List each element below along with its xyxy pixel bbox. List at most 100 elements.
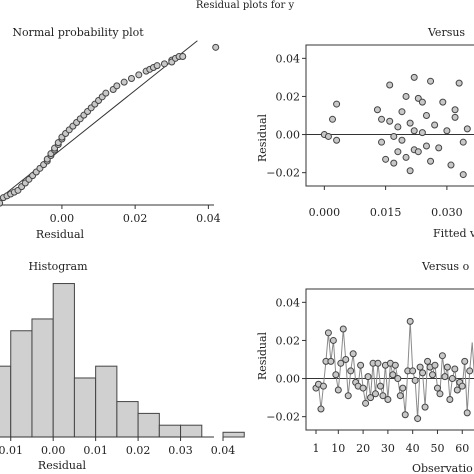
versus-order-point: [461, 357, 469, 365]
normal-point: [127, 75, 135, 82]
versus-fits-point: [459, 138, 467, 146]
versus-order-point: [332, 371, 340, 379]
versus-order-point: [327, 357, 335, 365]
versus-order-xlabel: Observatio: [412, 462, 473, 474]
versus-fits-point: [333, 100, 341, 108]
versus-order-point: [334, 386, 342, 394]
versus-order-point: [357, 361, 365, 369]
versus-order-point: [337, 359, 345, 367]
normal-x-tick-label: 0.04: [196, 212, 221, 225]
versus-order-point: [441, 373, 449, 381]
versus-fits-title: Versus: [427, 26, 465, 39]
versus-order-point: [401, 411, 409, 419]
versus-fits-point: [418, 129, 426, 137]
versus-order-y-tick-label: −0.02: [266, 411, 300, 424]
versus-fits-point: [378, 138, 386, 146]
versus-fits-frame: [305, 44, 474, 187]
versus-fits-point: [329, 115, 337, 123]
versus-fits-point: [390, 159, 398, 167]
versus-fits-point: [402, 92, 410, 100]
versus-order-point: [431, 361, 439, 369]
versus-order-point: [391, 361, 399, 369]
histogram-bar: [95, 365, 118, 438]
histogram-bar: [31, 318, 54, 438]
versus-order-ylabel: Residual: [256, 331, 269, 380]
versus-fits-x-tick-label: 0.030: [431, 206, 463, 219]
histogram-plot-area: 0.01 0.00 0.01 0.02 0.03 0.04: [0, 283, 245, 457]
versus-fits-point: [443, 127, 451, 135]
histogram-bar: [137, 412, 160, 438]
versus-order-point: [339, 325, 347, 333]
versus-order-x-tick-label: 50: [430, 442, 444, 455]
versus-order-point: [458, 382, 466, 390]
versus-order-x-tick-label: 10: [331, 442, 345, 455]
versus-fits-point: [402, 153, 410, 161]
histogram-bar: [180, 424, 203, 438]
versus-order-point: [399, 384, 407, 392]
versus-order-point: [364, 373, 372, 381]
versus-order-point: [347, 367, 355, 375]
normal-point: [120, 78, 128, 86]
versus-fits-x-tick-label: 0.015: [370, 206, 402, 219]
versus-fits-point: [386, 117, 394, 125]
versus-fits-point: [431, 121, 439, 129]
versus-fits-plot-area: −0.02 0.00 0.02 0.04 0.000 0.015 0.030: [266, 44, 474, 219]
histogram-bar: [222, 431, 245, 438]
versus-fits-point: [394, 148, 402, 156]
versus-order-x-tick-label: 60: [455, 442, 469, 455]
histogram-bar: [158, 424, 182, 438]
versus-fits-panel: Versus Residual Fitted va −0.02 0.00 0.02 0…: [256, 26, 474, 240]
versus-order-y-tick-label: 0.04: [276, 296, 301, 309]
versus-fits-point: [382, 155, 390, 163]
versus-order-point: [342, 356, 350, 363]
versus-order-point: [438, 352, 446, 360]
histogram-bar: [116, 401, 139, 438]
normal-point: [102, 89, 110, 97]
versus-order-point: [324, 329, 332, 337]
versus-order-point: [436, 390, 444, 398]
versus-fits-y-tick-label: 0.04: [276, 52, 301, 65]
versus-order-point: [362, 399, 370, 407]
normal-point: [135, 71, 143, 79]
versus-order-frame: [305, 288, 474, 431]
versus-fits-point: [422, 112, 430, 119]
normal-point: [0, 199, 4, 207]
histogram-bar: [52, 283, 75, 438]
versus-order-y-tick-label: 0.02: [276, 334, 301, 347]
versus-order-point: [406, 317, 414, 325]
histogram-bar: [0, 365, 12, 438]
versus-order-point: [411, 376, 419, 384]
versus-fits-point: [406, 167, 414, 175]
histogram-bar: [10, 330, 33, 438]
versus-order-point: [319, 382, 327, 390]
normal-point: [113, 82, 121, 90]
versus-order-x-tick-label: 30: [381, 442, 395, 455]
normal-x-tick-label: 0.00: [50, 212, 75, 225]
versus-order-plot-area: −0.020.000.020.04110203040506070: [266, 288, 474, 455]
versus-fits-point: [439, 98, 447, 106]
versus-fits-point: [410, 127, 418, 135]
versus-fits-point: [378, 115, 386, 123]
versus-order-point: [414, 415, 422, 423]
histogram-x-tick-label: 0.01: [0, 444, 23, 457]
versus-fits-point: [386, 81, 394, 89]
histogram-panel: Histogram Residual 0.01 0.00 0.01 0.02 0.03 0…: [0, 260, 245, 472]
histogram-x-tick-label: 0.02: [126, 444, 151, 457]
versus-order-point: [448, 375, 456, 383]
histogram-x-tick-label: 0.00: [41, 444, 66, 457]
normal-probability-panel: Normal probability plot Residual 0.00 0.0…: [0, 26, 221, 241]
versus-order-point: [371, 390, 379, 398]
versus-order-panel: Versus o Residual Observatio −0.02 0.00 0.…: [256, 260, 474, 474]
versus-order-point: [429, 371, 437, 379]
versus-order-series-line: [315, 321, 474, 419]
versus-order-point: [419, 369, 427, 377]
versus-fits-point: [394, 123, 402, 131]
normal-x-tick-label: 0.02: [123, 212, 148, 225]
versus-order-x-tick-label: 40: [406, 442, 420, 455]
versus-fits-point: [435, 144, 443, 152]
versus-order-point: [367, 394, 375, 402]
versus-order-point: [359, 384, 367, 392]
versus-fits-point: [447, 161, 455, 169]
versus-fits-point: [333, 136, 341, 144]
